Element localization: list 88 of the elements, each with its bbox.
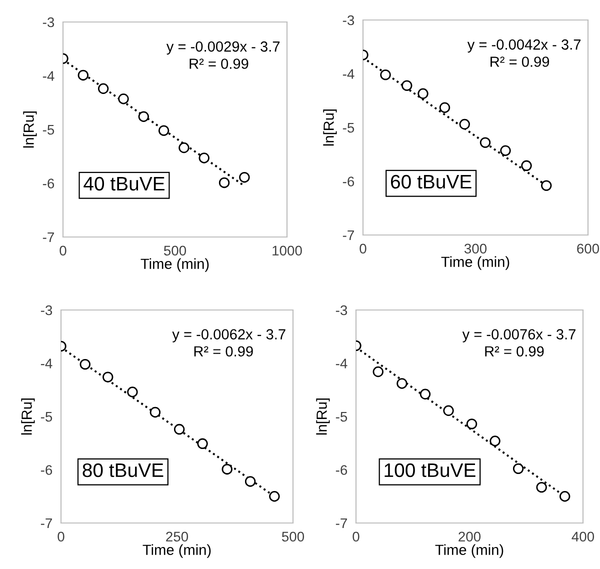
point	[459, 118, 470, 130]
x-axis-title: Time (min)	[142, 544, 211, 558]
point	[521, 160, 532, 172]
point	[420, 388, 431, 400]
point	[198, 152, 210, 164]
x-tick-label: 400	[572, 532, 594, 542]
y-tick-label: -4	[336, 358, 348, 368]
y-tick-label: -3	[42, 17, 54, 28]
y-tick-label: -6	[336, 465, 348, 475]
x-tick-label: 0	[360, 244, 366, 254]
y-axis-title: ln[Ru]	[323, 109, 337, 146]
y-tick-label: -3	[40, 305, 52, 316]
y-tick-label: -5	[342, 122, 354, 133]
x-tick-label: 250	[166, 532, 188, 542]
point	[118, 94, 129, 104]
point	[244, 476, 256, 487]
point	[443, 405, 454, 416]
point	[402, 80, 412, 91]
x-tick-label: 300	[464, 244, 487, 254]
point	[536, 482, 547, 493]
x-tick-label: 600	[577, 244, 600, 254]
y-tick-label: -5	[40, 412, 52, 422]
x-tick-label: 0	[58, 532, 64, 542]
annotation: 100 tBuVE	[384, 463, 476, 478]
point	[269, 491, 280, 502]
y-tick-label: -4	[342, 69, 354, 79]
point	[480, 137, 491, 148]
point	[512, 463, 524, 474]
point	[197, 438, 208, 450]
annotation: R² = 0.99	[190, 58, 248, 69]
point	[158, 125, 170, 136]
y-tick-label: -3	[342, 15, 354, 26]
point	[466, 418, 478, 430]
point	[559, 491, 570, 502]
y-tick-label: -6	[40, 465, 52, 475]
point	[80, 358, 90, 370]
point	[102, 372, 114, 382]
point	[78, 70, 89, 81]
y-tick-label: -3	[336, 305, 348, 316]
y-tick-label: -5	[42, 124, 54, 135]
y-axis-title: ln[Ru]	[316, 398, 330, 435]
point	[150, 406, 161, 418]
y-tick-label: -7	[342, 230, 354, 240]
point	[98, 83, 109, 94]
annotation: 40 tBuVE	[84, 176, 164, 191]
point	[372, 366, 384, 378]
x-axis-title: Time (min)	[441, 256, 510, 270]
x-axis-title: Time (min)	[140, 258, 209, 272]
annotation: R² = 0.99	[485, 346, 544, 357]
x-tick-label: 500	[282, 532, 304, 542]
annotation: 80 tBuVE	[82, 463, 164, 478]
y-tick-label: -7	[42, 232, 54, 242]
annotation: y = -0.0076x - 3.7	[462, 329, 576, 342]
y-tick-label: -4	[40, 358, 52, 368]
y-tick-label: -5	[336, 412, 348, 422]
point	[541, 180, 552, 191]
point	[138, 111, 149, 122]
point	[218, 177, 230, 188]
point	[418, 88, 428, 99]
annotation: R² = 0.99	[490, 56, 550, 67]
point	[380, 69, 391, 80]
point	[127, 386, 138, 398]
annotation: 60 tBuVE	[390, 174, 472, 189]
annotation: y = -0.0042x - 3.7	[467, 39, 581, 53]
annotation: y = -0.0029x - 3.7	[166, 41, 280, 55]
point	[178, 142, 190, 154]
y-tick-label: -6	[42, 178, 54, 188]
point	[396, 378, 408, 389]
y-tick-label: -7	[40, 518, 52, 528]
point	[174, 424, 185, 435]
y-axis-title: ln[Ru]	[23, 111, 37, 148]
y-tick-label: -4	[42, 71, 54, 81]
y-tick-label: -7	[336, 518, 347, 528]
annotation: R² = 0.99	[194, 346, 253, 357]
x-axis-title: Time (min)	[435, 544, 504, 558]
point	[439, 102, 450, 113]
annotation: y = -0.0062x - 3.7	[172, 329, 286, 342]
point	[239, 172, 250, 183]
y-tick-label: -6	[342, 176, 354, 186]
x-tick-label: 200	[458, 532, 481, 542]
x-tick-label: 1000	[272, 246, 302, 256]
point	[490, 436, 500, 446]
x-tick-label: 0	[352, 532, 360, 542]
x-tick-label: 500	[164, 246, 186, 256]
y-axis-title: ln[Ru]	[21, 398, 35, 435]
x-tick-label: 0	[60, 246, 66, 256]
point	[500, 145, 511, 156]
point	[222, 464, 232, 475]
